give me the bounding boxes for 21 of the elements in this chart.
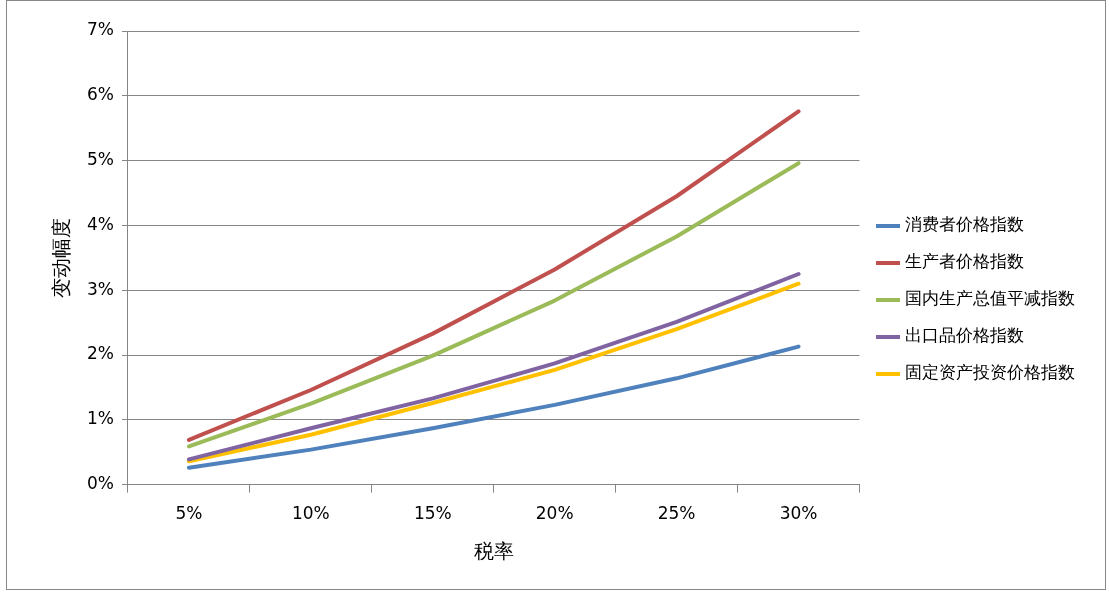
x-tick-label: 30% <box>779 503 818 524</box>
legend-label: 出口品价格指数 <box>905 325 1024 346</box>
y-tick-label: 1% <box>86 408 114 429</box>
y-tick-label: 2% <box>86 343 114 364</box>
y-tick-label: 7% <box>86 19 114 40</box>
y-tick-label: 5% <box>86 149 114 170</box>
x-tick-label: 25% <box>657 503 696 524</box>
y-tick-label: 6% <box>86 84 114 105</box>
y-tick-label: 0% <box>86 473 114 494</box>
x-tick-label: 10% <box>291 503 330 524</box>
legend-label: 国内生产总值平减指数 <box>905 288 1075 309</box>
y-tick-label: 4% <box>86 213 114 234</box>
x-tick-label: 5% <box>175 503 203 524</box>
x-tick-label: 15% <box>413 503 452 524</box>
y-tick-label: 3% <box>86 278 114 299</box>
x-tick-label: 20% <box>535 503 574 524</box>
x-axis-title: 税率 <box>473 539 514 564</box>
legend-label: 消费者价格指数 <box>905 214 1024 235</box>
legend-label: 生产者价格指数 <box>905 251 1024 272</box>
legend-label: 固定资产投资价格指数 <box>905 362 1075 383</box>
y-axis-title: 变动幅度 <box>49 217 74 298</box>
